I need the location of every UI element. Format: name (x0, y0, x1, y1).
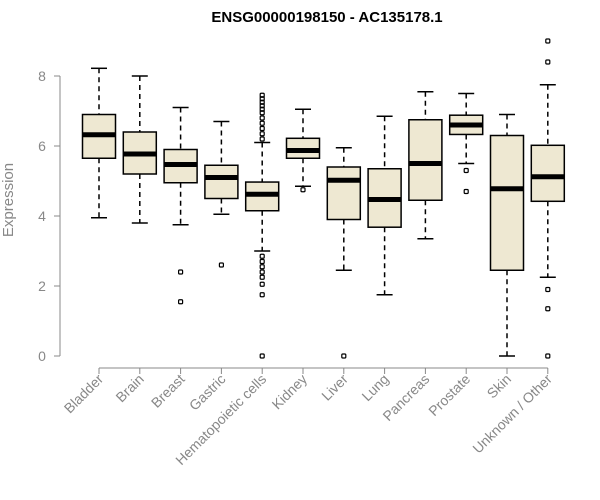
outlier-point (178, 299, 184, 305)
outlier-point (259, 292, 265, 298)
x-tick-label: Kidney (269, 371, 311, 413)
outlier-point (259, 253, 265, 259)
outlier-point (259, 258, 265, 265)
outlier-point (259, 120, 265, 126)
outlier-point (259, 281, 265, 287)
y-tick-label: 2 (38, 278, 46, 294)
x-tick-label: Brain (112, 371, 146, 405)
outlier-point (545, 286, 551, 293)
y-axis-label: Expression (0, 163, 17, 237)
box-11 (530, 144, 566, 203)
outlier-point (259, 125, 265, 132)
x-tick-label: Prostate (425, 371, 473, 419)
outlier-point (259, 110, 265, 116)
outlier-point (341, 353, 347, 359)
outlier-point (463, 188, 469, 195)
outlier-point (545, 306, 551, 312)
chart-title: ENSG00000198150 - AC135178.1 (211, 9, 442, 26)
y-tick-label: 4 (38, 208, 46, 224)
outlier-point (300, 187, 306, 193)
outlier-point (259, 274, 265, 280)
box-6 (326, 166, 362, 221)
x-tick-label: Bladder (61, 371, 107, 417)
y-tick-label: 8 (38, 68, 46, 84)
y-tick-label: 6 (38, 138, 46, 154)
y-tick-label: 0 (38, 348, 46, 364)
outlier-point (463, 167, 469, 174)
outlier-point (259, 353, 265, 359)
x-tick-label: Liver (318, 371, 351, 404)
box-10 (489, 134, 525, 271)
outlier-point (259, 136, 265, 142)
outlier-point (545, 59, 551, 65)
outlier-point (545, 38, 551, 44)
box-3 (204, 164, 239, 200)
outlier-point (178, 269, 184, 275)
x-tick-label: Breast (148, 371, 188, 411)
box-8 (408, 119, 443, 201)
outlier-point (259, 264, 265, 270)
outlier-point (259, 269, 265, 275)
outlier-point (259, 115, 265, 121)
x-tick-label: Lung (358, 371, 391, 404)
outlier-point (218, 262, 224, 268)
x-tick-label: Skin (484, 371, 515, 402)
outlier-point (259, 131, 265, 137)
outlier-point (545, 353, 551, 359)
